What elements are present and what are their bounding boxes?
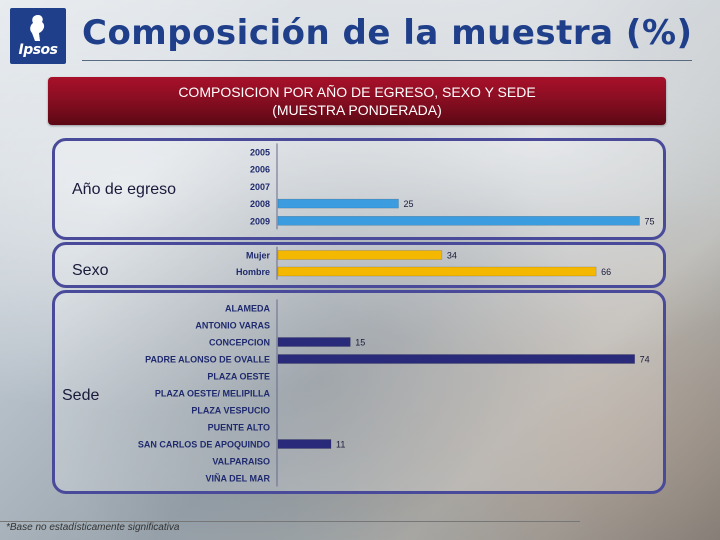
tick-label-site: PUENTE ALTO <box>208 423 270 433</box>
data-label-sex: 34 <box>447 251 457 261</box>
group-label-site: Sede <box>62 387 100 404</box>
tick-label-site: VALPARAISO <box>212 457 270 467</box>
page-title: Composición de la muestra (%) <box>82 13 693 53</box>
tick-label-site: PLAZA OESTE <box>207 372 270 382</box>
footnote-divider <box>0 521 580 522</box>
tick-label-sex: Mujer <box>246 251 271 261</box>
bar-site <box>277 439 332 449</box>
panel-site <box>52 290 666 494</box>
data-label-site: 11 <box>336 440 345 450</box>
logo-figure-icon <box>30 15 45 41</box>
tick-label-year: 2009 <box>250 216 270 226</box>
tick-label-sex: Hombre <box>236 267 270 277</box>
banner-line-1: COMPOSICION POR AÑO DE EGRESO, SEXO Y SE… <box>178 84 536 100</box>
footnote: *Base no estadísticamente significativa <box>6 522 180 533</box>
tick-label-year: 2008 <box>250 199 270 209</box>
chart-banner: COMPOSICION POR AÑO DE EGRESO, SEXO Y SE… <box>48 77 666 125</box>
tick-label-year: 2005 <box>250 148 270 158</box>
tick-label-site: VIÑA DEL MAR <box>205 474 270 484</box>
tick-label-site: PLAZA VESPUCIO <box>191 406 270 416</box>
data-label-year: 25 <box>404 199 414 209</box>
panel-sex <box>52 242 666 288</box>
bar-site <box>277 337 351 347</box>
bar-site <box>277 354 635 364</box>
data-label-sex: 66 <box>601 267 611 277</box>
banner-line-2: (MUESTRA PONDERADA) <box>272 102 442 118</box>
title-divider <box>82 60 692 61</box>
tick-label-site: CONCEPCION <box>209 338 270 348</box>
group-label-year: Año de egreso <box>72 181 177 198</box>
data-label-site: 15 <box>355 338 365 348</box>
bar-sex <box>277 250 443 260</box>
bar-year <box>277 216 640 226</box>
tick-label-site: PADRE ALONSO DE OVALLE <box>145 355 270 365</box>
tick-label-year: 2007 <box>250 182 270 192</box>
bar-year <box>277 198 399 209</box>
ipsos-logo: Ipsos <box>10 8 66 64</box>
tick-label-site: PLAZA OESTE/ MELIPILLA <box>155 389 271 399</box>
tick-label-year: 2006 <box>250 165 270 175</box>
bar-sex <box>277 266 597 277</box>
data-label-year: 75 <box>645 216 655 226</box>
group-label-sex: Sexo <box>72 262 109 279</box>
tick-label-site: ANTONIO VARAS <box>195 321 270 331</box>
tick-label-site: ALAMEDA <box>225 304 270 314</box>
logo-text: Ipsos <box>18 42 58 58</box>
data-label-site: 74 <box>640 355 650 365</box>
tick-label-site: SAN CARLOS DE APOQUINDO <box>138 440 270 450</box>
